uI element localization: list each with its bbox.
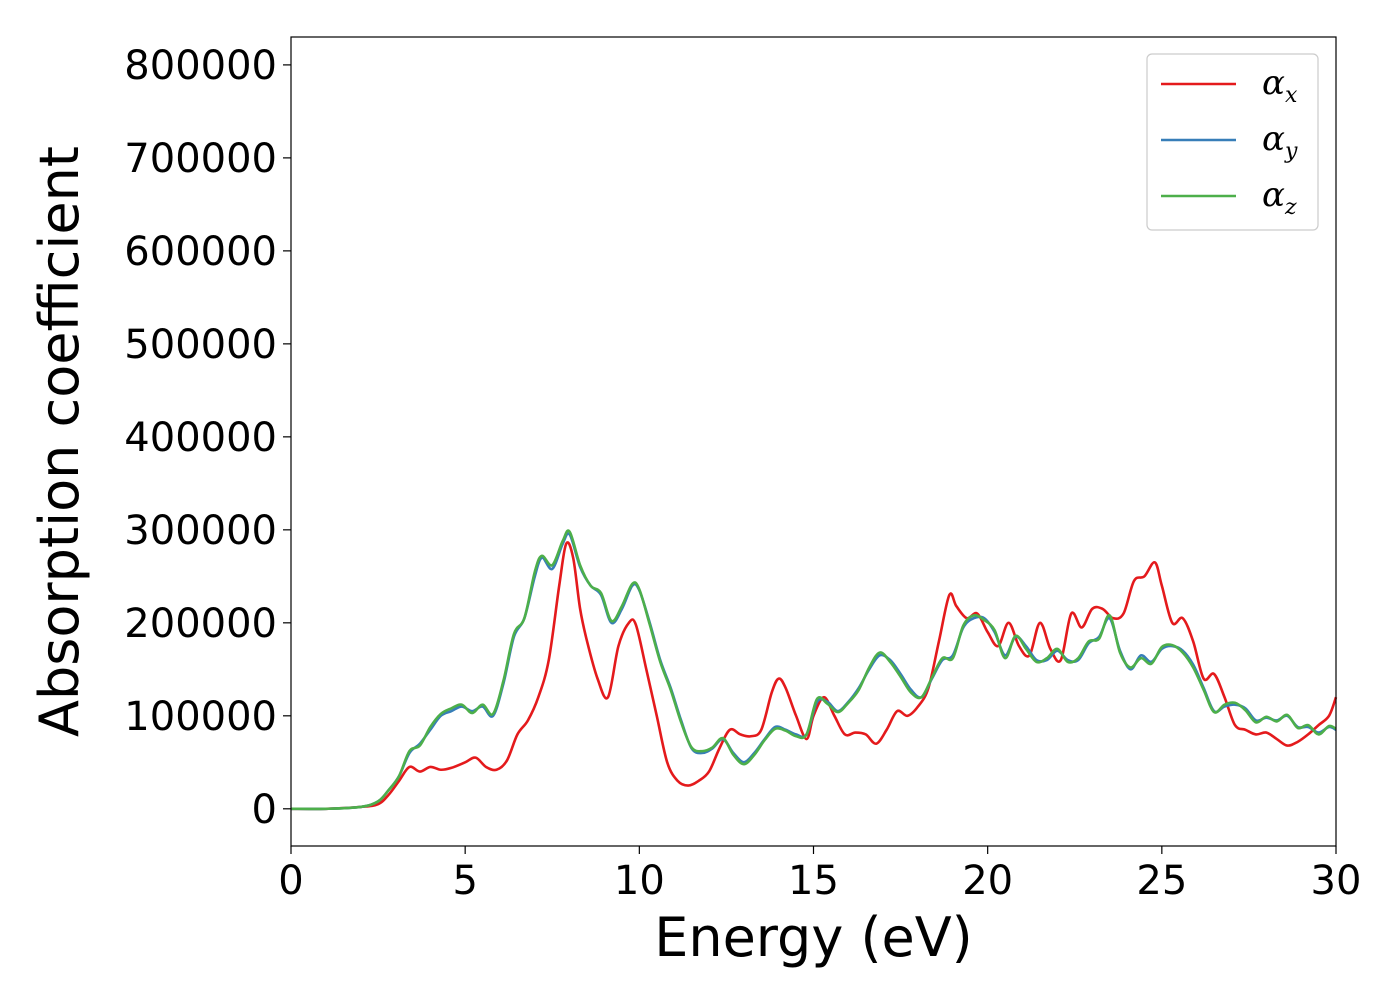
x-tick-label: 25 <box>1136 858 1187 904</box>
legend-label-alpha-y: αy <box>1262 119 1298 164</box>
y-tick-label: 400000 <box>124 415 277 461</box>
legend-label-alpha-x: αx <box>1262 63 1298 108</box>
y-tick-label: 600000 <box>124 229 277 275</box>
y-axis-title: Absorption coefficient <box>28 146 91 737</box>
series-layer <box>290 529 1338 811</box>
y-tick-label: 500000 <box>124 322 277 368</box>
y-tick-label: 800000 <box>124 43 277 89</box>
x-tick-label: 20 <box>962 858 1013 904</box>
y-tick-label: 0 <box>252 787 277 833</box>
y-tick-label: 200000 <box>124 601 277 647</box>
series-line-alpha-z <box>290 529 1337 811</box>
legend-box <box>1146 53 1319 231</box>
x-tick-label: 10 <box>614 858 665 904</box>
y-tick-label: 100000 <box>124 694 277 740</box>
y-axis: 0 100000 200000 300000 400000 500000 600000 700… <box>124 43 291 833</box>
y-tick-label: 300000 <box>124 508 277 554</box>
y-tick-label: 700000 <box>124 136 277 182</box>
legend: αx αy αz <box>1146 53 1319 231</box>
x-tick-label: 0 <box>278 858 303 904</box>
legend-label-alpha-z: αz <box>1262 175 1297 220</box>
x-tick-label: 30 <box>1311 858 1362 904</box>
x-tick-label: 15 <box>788 858 839 904</box>
x-tick-label: 5 <box>452 858 477 904</box>
x-axis-title: Energy (eV) <box>654 906 973 969</box>
series-line-alpha-x <box>290 541 1338 811</box>
x-axis: 0 5 10 15 20 25 30 <box>278 846 1361 904</box>
